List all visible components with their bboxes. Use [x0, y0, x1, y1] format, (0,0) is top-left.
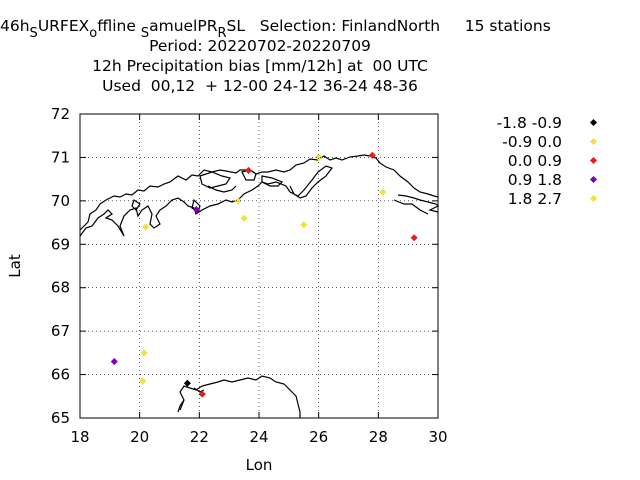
y-tick-label: 71	[51, 148, 70, 166]
legend-marker	[589, 156, 598, 165]
legend-item: -1.8 -0.9	[480, 114, 610, 133]
legend-marker	[589, 137, 598, 146]
y-tick-label: 67	[51, 322, 70, 340]
title-line-4: Used 00,12 + 12-00 24-12 36-24 48-36	[102, 77, 418, 95]
legend-item: 0.9 1.8	[480, 171, 610, 190]
data-point	[245, 166, 253, 174]
y-tick-label: 68	[51, 279, 70, 297]
legend-item: -0.9 0.0	[480, 133, 610, 152]
x-tick-label: 26	[309, 428, 328, 446]
legend-label: 0.0 0.9	[507, 152, 562, 170]
legend: -1.8 -0.9 -0.9 0.0 0.0 0.9 0.9 1.8 1.8 2…	[480, 114, 610, 209]
title-line-2: Period: 20220702-20220709	[149, 37, 371, 55]
y-tick-label: 66	[51, 366, 70, 384]
data-point	[300, 221, 308, 229]
data-point	[140, 349, 148, 357]
y-tick-label: 72	[51, 105, 70, 123]
y-axis-label: Lat	[6, 254, 24, 278]
data-point	[198, 390, 206, 398]
data-point	[368, 151, 376, 159]
coastline	[79, 154, 440, 418]
data-point	[379, 188, 387, 196]
legend-label: 1.8 2.7	[507, 190, 562, 208]
x-tick-label: 30	[428, 428, 447, 446]
y-tick-label: 70	[51, 192, 70, 210]
legend-marker	[589, 175, 598, 184]
title-line-3: 12h Precipitation bias [mm/12h] at 00 UT…	[92, 57, 428, 75]
x-tick-label: 24	[249, 428, 268, 446]
data-point	[410, 234, 418, 242]
plot-axes: 65 66 67 68 69 70 71 72 18 20 22 24 26 28 30 Lon Lat	[6, 105, 448, 474]
data-point	[139, 377, 147, 385]
data-point	[240, 214, 248, 222]
data-point	[142, 223, 150, 231]
legend-label: -1.8 -0.9	[496, 114, 562, 132]
x-tick-label: 28	[369, 428, 388, 446]
x-tick-label: 20	[130, 428, 149, 446]
legend-item: 1.8 2.7	[480, 190, 610, 209]
plot-marks	[110, 151, 418, 398]
data-point	[315, 153, 323, 161]
x-axis-label: Lon	[246, 456, 273, 474]
legend-marker	[589, 194, 598, 203]
x-tick-label: 22	[190, 428, 209, 446]
x-tick-label: 18	[70, 428, 89, 446]
data-point	[192, 206, 200, 214]
title-line-1: 46hSURFEXoffline SamuelPRRSL Selection: …	[0, 17, 551, 41]
legend-label: -0.9 0.0	[502, 133, 562, 151]
data-point	[110, 358, 118, 366]
legend-label: 0.9 1.8	[507, 171, 562, 189]
data-point	[183, 379, 191, 387]
y-tick-label: 65	[51, 409, 70, 427]
legend-item: 0.0 0.9	[480, 152, 610, 171]
legend-marker	[589, 118, 598, 127]
y-tick-label: 69	[51, 235, 70, 253]
data-point	[234, 197, 242, 205]
